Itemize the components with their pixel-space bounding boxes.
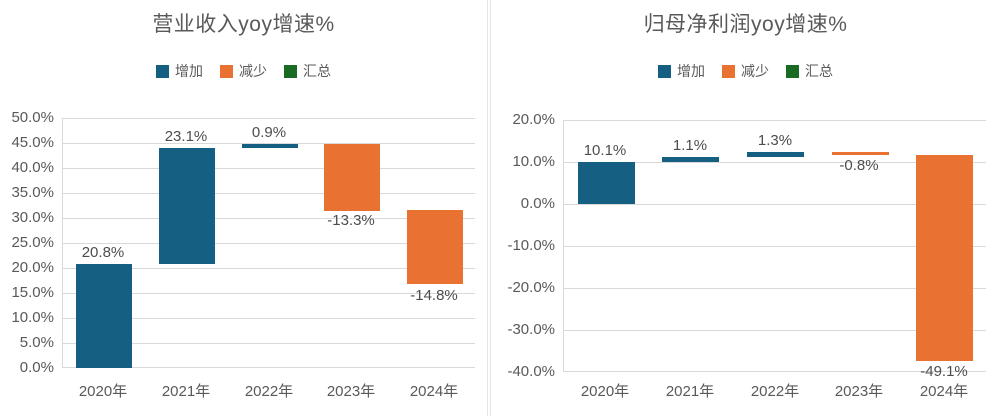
data-label-2020年: 10.1% [583,142,627,159]
y-axis-tick-label: -30.0% [507,321,555,338]
x-axis-tick-label: 2023年 [326,383,376,400]
data-label-2021年: 1.1% [672,137,708,154]
data-label-2020年: 20.8% [81,244,125,261]
data-label-2022年: 0.9% [251,124,287,141]
waterfall-bar-2023年[interactable] [324,144,380,211]
x-axis-tick-label: 2022年 [244,383,294,400]
data-label-2024年: -49.1% [920,363,968,380]
data-label-2023年: -0.8% [839,157,879,174]
gridline [63,343,475,344]
y-axis-tick-label: 20.0% [512,111,555,128]
chart-title: 归母净利润yoy增速% [643,13,848,36]
legend-item-total[interactable]: 汇总 [284,61,331,81]
increase-swatch-icon [156,64,169,78]
gridline [63,268,475,269]
net-profit-yoy-chart-panel: 归母净利润yoy增速% 增加 减少 汇总 -40.0% -30.0% -20.0% -… [490,0,1000,416]
decrease-swatch-icon [220,64,233,78]
legend-label: 减少 [741,63,769,79]
gridline [63,193,475,194]
y-axis-tick-label: 50.0% [11,109,54,126]
y-axis-tick-label: -40.0% [507,363,555,380]
waterfall-bar-2022年[interactable] [747,152,804,157]
chart-legend: 增加 减少 汇总 [0,61,487,81]
legend-label: 增加 [677,63,705,79]
legend-item-total[interactable]: 汇总 [786,61,833,81]
y-axis-tick-label: -10.0% [507,237,555,254]
gridline [63,243,475,244]
legend-item-increase[interactable]: 增加 [658,61,705,81]
legend-label: 减少 [239,63,267,79]
waterfall-bar-2022年[interactable] [242,144,298,148]
y-axis-tick-label: 5.0% [19,334,54,351]
plot-area [62,118,475,368]
waterfall-bar-2023年[interactable] [832,152,889,155]
y-axis-tick-label: 25.0% [11,234,54,251]
x-axis-tick-label: 2022年 [750,383,800,400]
gridline [564,162,986,163]
y-axis-tick-label: 20.0% [11,259,54,276]
data-label-2024年: -14.8% [410,287,458,304]
y-axis-tick-label: 0.0% [520,195,555,212]
legend-label: 汇总 [805,63,833,79]
gridline [63,318,475,319]
y-axis-tick-label: 35.0% [11,184,54,201]
x-axis-tick-label: 2021年 [665,383,715,400]
gridline [63,367,475,368]
plot-area [563,120,986,372]
gridline [564,204,986,205]
data-label-2022年: 1.3% [757,132,793,149]
decrease-swatch-icon [722,64,735,78]
waterfall-bar-2021年[interactable] [662,157,719,162]
increase-swatch-icon [658,64,671,78]
data-label-2021年: 23.1% [164,128,208,145]
gridline [63,118,475,119]
gridline [564,246,986,247]
x-axis-tick-label: 2020年 [580,383,630,400]
legend-label: 汇总 [303,63,331,79]
waterfall-bar-2024年[interactable] [916,155,973,361]
y-axis-tick-label: 30.0% [11,209,54,226]
x-axis-tick-label: 2021年 [161,383,211,400]
waterfall-bar-2024年[interactable] [407,210,463,284]
waterfall-bar-2020年[interactable] [578,162,635,204]
total-swatch-icon [786,64,799,78]
waterfall-bar-2021年[interactable] [159,148,215,264]
legend-item-decrease[interactable]: 减少 [220,61,267,81]
y-axis-tick-label: 10.0% [11,309,54,326]
legend-label: 增加 [175,63,203,79]
chart-title: 营业收入yoy增速% [152,13,335,36]
gridline [564,330,986,331]
gridline [63,168,475,169]
y-axis-tick-label: 10.0% [512,153,555,170]
waterfall-bar-2020年[interactable] [76,264,132,368]
x-axis-tick-label: 2020年 [78,383,128,400]
x-axis-tick-label: 2024年 [409,383,459,400]
data-label-2023年: -13.3% [327,212,375,229]
y-axis-tick-label: 45.0% [11,134,54,151]
gridline [63,218,475,219]
legend-item-increase[interactable]: 增加 [156,61,203,81]
y-axis-tick-label: 15.0% [11,284,54,301]
chart-legend: 增加 减少 汇总 [491,61,1000,81]
revenue-yoy-chart-panel: 营业收入yoy增速% 增加 减少 汇总 0.0% 5.0% 10.0% 15.0% 20… [0,0,488,416]
gridline [63,293,475,294]
gridline [564,288,986,289]
y-axis-tick-label: 0.0% [19,359,54,376]
total-swatch-icon [284,64,297,78]
y-axis-tick-label: -20.0% [507,279,555,296]
gridline [564,371,986,372]
gridline [564,120,986,121]
y-axis-tick-label: 40.0% [11,159,54,176]
legend-item-decrease[interactable]: 减少 [722,61,769,81]
gridline [63,143,475,144]
x-axis-tick-label: 2023年 [834,383,884,400]
x-axis-tick-label: 2024年 [919,383,969,400]
